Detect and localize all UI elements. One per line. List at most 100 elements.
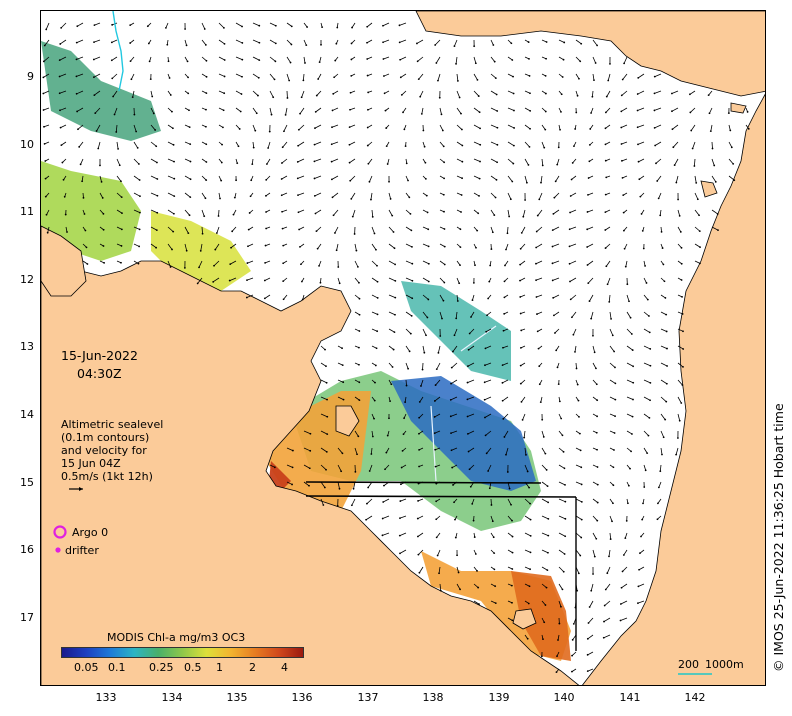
- velocity-arrow-head: [542, 638, 544, 641]
- velocity-arrow: [694, 226, 701, 232]
- velocity-arrow-head: [129, 24, 132, 27]
- velocity-arrow-head: [653, 92, 656, 95]
- velocity-arrow: [505, 243, 509, 250]
- velocity-arrow: [333, 90, 339, 95]
- velocity-arrow: [643, 345, 651, 350]
- velocity-arrow: [370, 447, 373, 455]
- velocity-arrow: [524, 566, 531, 570]
- velocity-arrow-head: [282, 244, 285, 247]
- velocity-arrow-head: [609, 538, 612, 540]
- velocity-arrow-head: [594, 62, 597, 64]
- velocity-arrow: [422, 260, 430, 265]
- velocity-arrow-head: [342, 398, 345, 401]
- velocity-arrow-head: [629, 316, 632, 319]
- velocity-arrow: [419, 396, 424, 403]
- velocity-arrow-head: [494, 196, 497, 199]
- velocity-arrow-head: [632, 381, 635, 384]
- velocity-arrow-head: [171, 110, 173, 113]
- velocity-arrow-head: [544, 92, 547, 95]
- velocity-arrow: [303, 481, 310, 487]
- velocity-arrow: [167, 141, 174, 146]
- velocity-arrow-head: [454, 518, 456, 521]
- velocity-arrow-head: [443, 245, 446, 248]
- velocity-arrow-head: [606, 572, 609, 575]
- velocity-arrow-head: [483, 381, 486, 384]
- velocity-arrow-head: [580, 466, 583, 469]
- velocity-arrow-head: [486, 314, 488, 317]
- velocity-arrow-head: [681, 313, 684, 315]
- velocity-arrow-head: [493, 214, 496, 216]
- velocity-arrow: [59, 90, 67, 94]
- land-arnhem-land: [41, 260, 580, 685]
- velocity-arrow: [286, 39, 292, 45]
- description-line: and velocity for: [61, 444, 147, 457]
- velocity-arrow: [524, 90, 531, 94]
- velocity-arrow: [558, 447, 564, 453]
- velocity-arrow: [558, 515, 566, 520]
- velocity-arrow-head: [358, 399, 361, 402]
- map-canvas[interactable]: [41, 11, 766, 686]
- velocity-arrow-head: [649, 399, 651, 402]
- velocity-arrow-head: [603, 620, 605, 623]
- velocity-arrow-head: [595, 383, 598, 386]
- velocity-arrow: [450, 396, 458, 401]
- velocity-arrow-head: [204, 197, 207, 200]
- velocity-arrow: [677, 226, 682, 233]
- velocity-arrow: [535, 243, 543, 248]
- scale-label-200: 200: [678, 658, 699, 671]
- velocity-arrow-head: [450, 366, 453, 369]
- velocity-arrow: [502, 413, 509, 420]
- y-tick: 10: [20, 138, 34, 151]
- velocity-arrow-head: [458, 282, 461, 285]
- velocity-arrow-head: [604, 247, 607, 249]
- velocity-arrow: [331, 141, 339, 145]
- velocity-arrow-head: [611, 334, 614, 337]
- velocity-arrow-head: [664, 297, 667, 299]
- velocity-arrow-head: [264, 261, 267, 264]
- velocity-arrow: [621, 90, 628, 96]
- velocity-arrow-head: [554, 332, 556, 334]
- velocity-arrow-head: [120, 261, 122, 264]
- velocity-arrow: [184, 226, 189, 234]
- velocity-arrow-head: [564, 500, 567, 503]
- velocity-arrow-head: [313, 177, 316, 180]
- velocity-arrow: [521, 396, 526, 403]
- velocity-arrow-head: [494, 602, 497, 604]
- velocity-arrow-head: [626, 283, 629, 286]
- velocity-arrow-head: [483, 398, 486, 401]
- velocity-arrow: [150, 124, 156, 131]
- velocity-arrow: [541, 430, 545, 438]
- velocity-arrow-head: [648, 331, 651, 334]
- velocity-arrow: [558, 481, 566, 486]
- velocity-arrow-head: [545, 586, 548, 589]
- velocity-arrow: [553, 311, 560, 316]
- velocity-arrow: [609, 515, 613, 522]
- velocity-arrow-head: [501, 399, 504, 402]
- velocity-arrow: [535, 260, 543, 265]
- velocity-arrow-head: [614, 398, 617, 401]
- velocity-arrow: [320, 362, 327, 367]
- velocity-arrow-head: [130, 78, 133, 81]
- velocity-arrow-head: [466, 433, 469, 435]
- velocity-arrow: [59, 56, 67, 61]
- velocity-arrow-head: [92, 58, 95, 61]
- velocity-arrow-head: [418, 449, 420, 451]
- velocity-arrow: [554, 328, 560, 334]
- velocity-arrow: [314, 192, 322, 197]
- velocity-arrow-head: [133, 113, 136, 116]
- colorbar-tick: 0.05: [74, 661, 99, 674]
- velocity-arrow-head: [136, 147, 139, 149]
- velocity-arrow: [654, 124, 662, 129]
- velocity-arrow: [490, 107, 498, 112]
- velocity-arrow-head: [527, 41, 530, 43]
- velocity-arrow: [80, 158, 84, 165]
- velocity-arrow: [93, 73, 101, 78]
- velocity-arrow: [504, 430, 509, 438]
- velocity-arrow-head: [620, 586, 623, 589]
- velocity-arrow-head: [459, 246, 462, 248]
- velocity-arrow-head: [541, 418, 544, 421]
- velocity-arrow: [450, 379, 458, 385]
- velocity-arrow: [354, 243, 357, 251]
- velocity-arrow: [522, 413, 526, 421]
- velocity-arrow: [622, 566, 628, 572]
